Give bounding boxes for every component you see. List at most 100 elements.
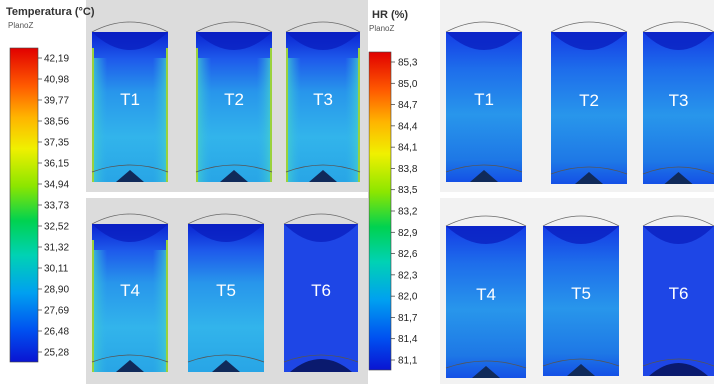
hr-tick-label: 84,1 (398, 143, 418, 154)
hr-tick-label: 85,3 (398, 58, 418, 69)
tank-temp-t2: T2 (195, 21, 273, 182)
hr-tick-label: 84,7 (398, 100, 418, 111)
tank-top-outline (187, 213, 265, 225)
tank-bottom-cone (567, 364, 595, 376)
tank-top-outline (550, 21, 628, 33)
hr-tick-label: 83,2 (398, 207, 418, 218)
temp-tick-label: 42,19 (44, 54, 69, 65)
temp-colorbar-ticks: 42,19 40,98 39,77 38,56 37,35 36,15 34,94 33,73… (38, 54, 69, 359)
temp-tick-label: 33,73 (44, 201, 69, 212)
hr-tick-label: 82,6 (398, 249, 418, 260)
tank-top-cold-zone (543, 226, 619, 244)
tank-label: T3 (313, 90, 333, 109)
tank-wall-edge (358, 48, 360, 182)
tank-label: T6 (669, 284, 689, 303)
tank-label: T5 (571, 284, 591, 303)
tank-bottom-outline (91, 354, 169, 363)
tank-top-cold-zone (188, 224, 264, 242)
temp-tick-label: 27,69 (44, 306, 69, 317)
tank-bottom-outline (445, 360, 527, 369)
tank-top-outline (285, 21, 361, 33)
tank-bottom-dome (649, 363, 708, 376)
temp-tick-label: 32,52 (44, 222, 69, 233)
tank-body (543, 226, 619, 376)
temp-tick-label: 25,28 (44, 348, 69, 359)
tank-wall-edge (92, 48, 94, 182)
tank-top-cold-zone (196, 32, 272, 50)
tank-hr-t2: T2 (550, 21, 628, 184)
tank-bottom-outline (642, 358, 714, 367)
tank-bottom-outline (445, 164, 523, 173)
tank-temp-t3: T3 (285, 21, 361, 182)
temp-tick-label: 30,11 (44, 264, 69, 275)
tank-label: T5 (216, 281, 236, 300)
hr-colorbar-ticks: 85,3 85,0 84,7 84,4 84,1 83,8 83,5 83,2 82,9 82,6… (391, 58, 418, 367)
tank-top-outline (195, 21, 273, 33)
temp-tick-label: 37,35 (44, 138, 69, 149)
temp-legend-subtitle: PlanoZ (8, 21, 33, 30)
hr-tick-label: 81,7 (398, 313, 418, 324)
tank-bottom-cone (116, 360, 144, 372)
tank-bottom-cone (664, 172, 693, 184)
tank-wall-gradient (92, 58, 168, 182)
temp-tick-label: 31,32 (44, 243, 69, 254)
tank-label: T1 (474, 90, 494, 109)
hr-legend-subtitle: PlanoZ (369, 24, 394, 33)
temp-tick-label: 38,56 (44, 117, 69, 128)
tank-temp-t5: T5 (187, 213, 265, 372)
tank-top-cold-zone (643, 226, 714, 244)
tank-bottom-outline (187, 354, 265, 363)
hr-tick-label: 83,8 (398, 164, 418, 175)
tank-top-outline (642, 21, 714, 33)
temp-tick-label: 34,94 (44, 180, 69, 191)
tank-temp-t1: T1 (91, 21, 169, 182)
temp-tick-label: 36,15 (44, 159, 69, 170)
tank-panels: T1 T2 T3 T4 T5 T6 T1 T2 T3 T4 T5 T6 (91, 21, 714, 378)
tank-bottom-cone (309, 170, 337, 182)
hr-tick-label: 82,3 (398, 270, 418, 281)
tank-body (284, 224, 358, 372)
tank-hr-t1: T1 (445, 21, 523, 182)
tank-bottom-outline (542, 358, 620, 367)
tank-top-outline (91, 21, 169, 33)
temp-legend-title: Temperatura (°C) (6, 6, 95, 18)
tank-bottom-outline (195, 164, 273, 173)
tank-bottom-cone (220, 170, 248, 182)
temp-tick-label: 28,90 (44, 285, 69, 296)
tank-top-cold-zone (446, 32, 522, 50)
tank-wall-edge (166, 48, 168, 182)
tank-wall-gradient (92, 250, 168, 372)
tank-top-cold-zone (92, 224, 168, 242)
hr-tick-label: 85,0 (398, 79, 418, 90)
hr-tick-label: 82,9 (398, 228, 418, 239)
tank-bottom-cone (472, 366, 500, 378)
tank-hr-t3: T3 (642, 21, 714, 184)
tank-label: T4 (120, 281, 140, 300)
tank-label: T4 (476, 285, 496, 304)
tank-temp-t6: T6 (283, 213, 359, 372)
tank-body (188, 224, 264, 372)
tank-top-cold-zone (284, 224, 358, 242)
tank-top-outline (445, 21, 523, 33)
hr-tick-label: 81,1 (398, 356, 418, 367)
tank-top-cold-zone (446, 226, 526, 244)
tank-bottom-cone (212, 360, 240, 372)
tank-bottom-outline (91, 164, 169, 173)
tank-hr-t4: T4 (445, 215, 527, 378)
tank-top-cold-zone (551, 32, 627, 50)
tank-body (446, 226, 526, 378)
tank-top-outline (642, 215, 714, 227)
tank-top-outline (283, 213, 359, 225)
tank-top-outline (445, 215, 527, 227)
tank-hr-t5: T5 (542, 215, 620, 376)
temp-tick-label: 39,77 (44, 96, 69, 107)
tank-bottom-outline (550, 166, 628, 175)
tank-bottom-outline (283, 354, 359, 363)
tank-top-outline (91, 213, 169, 225)
tank-temp-t4: T4 (91, 213, 169, 372)
tank-bottom-cone (575, 172, 603, 184)
temp-colorbar (9, 47, 39, 363)
tank-top-cold-zone (643, 32, 714, 50)
tank-bottom-dome (290, 359, 352, 372)
